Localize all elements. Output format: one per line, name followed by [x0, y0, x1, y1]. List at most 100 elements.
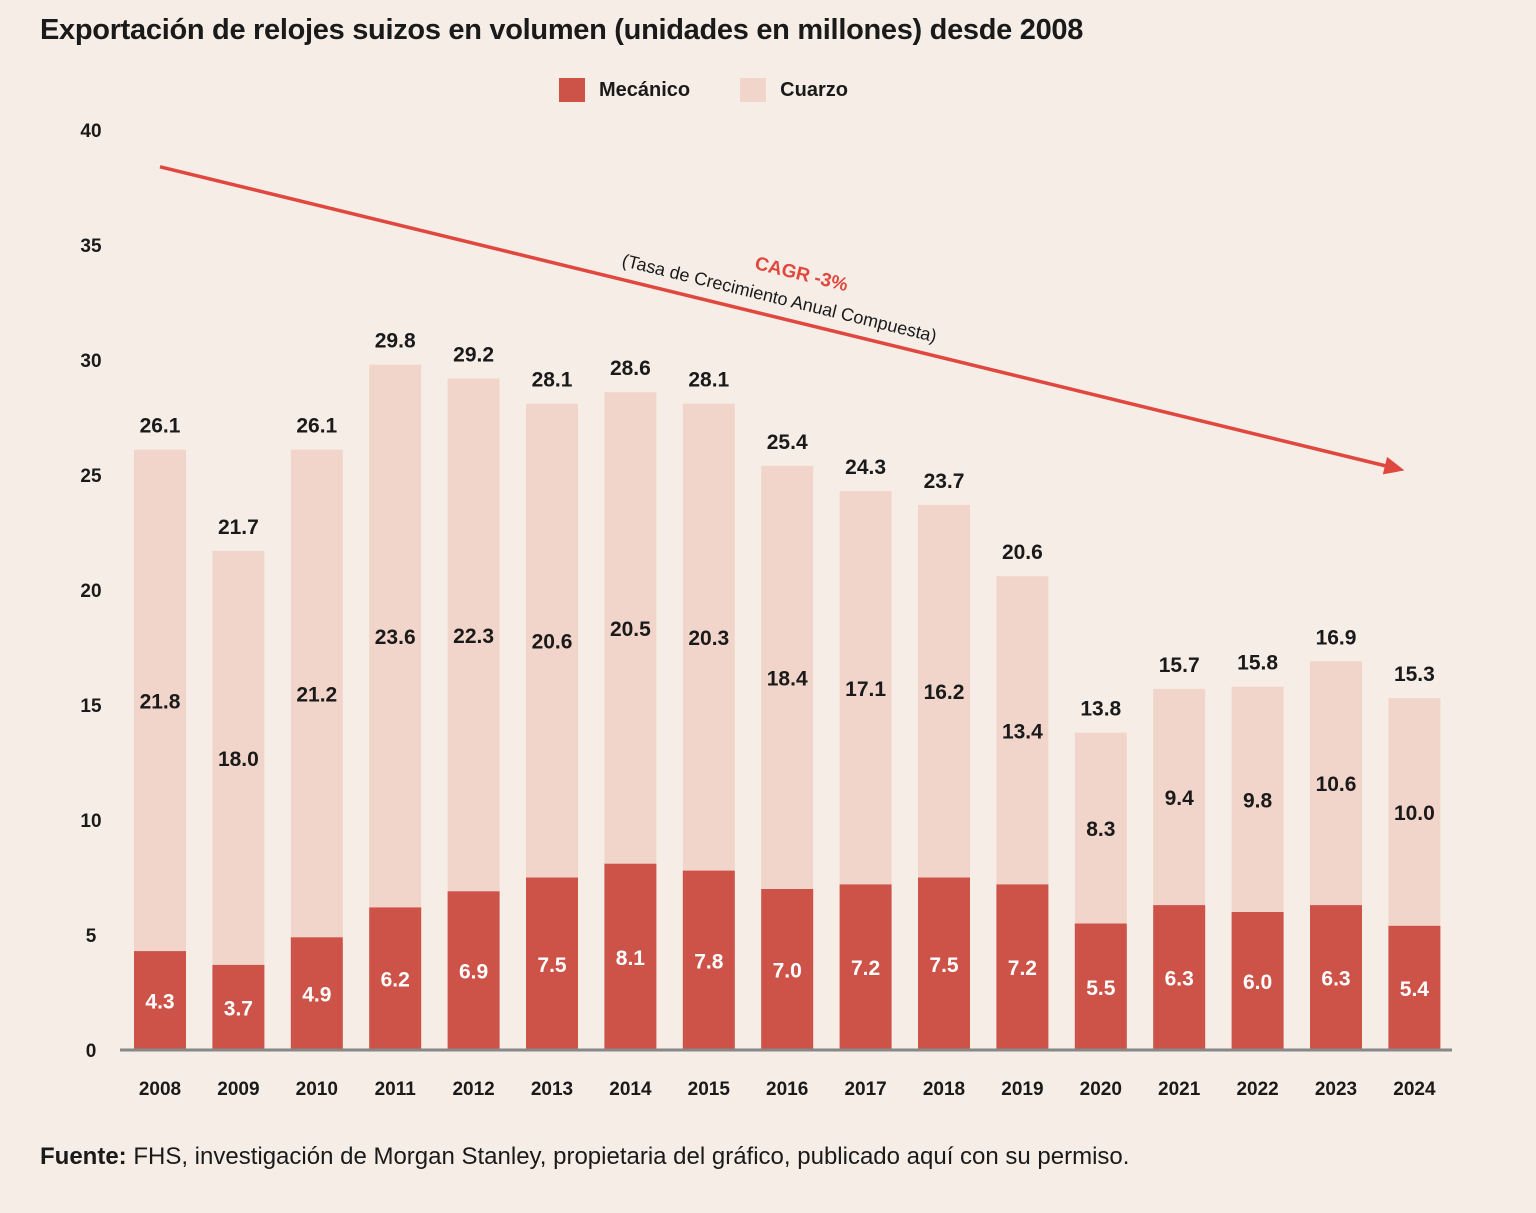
label-cuarzo: 22.3 [453, 625, 494, 648]
legend-swatch-cuarzo [740, 78, 767, 102]
trend-arrow-line [159, 165, 1395, 470]
x-tick-label: 2014 [609, 1079, 652, 1100]
trend-arrow-head [1382, 456, 1405, 475]
legend: Mecánico Cuarzo [559, 78, 898, 102]
x-tick-label: 2021 [1158, 1079, 1201, 1100]
bar-mecanico [369, 907, 422, 1050]
x-tick-label: 2016 [766, 1079, 808, 1100]
label-total: 20.6 [1002, 541, 1043, 564]
bar-cuarzo [1310, 661, 1362, 906]
label-mecanico: 6.3 [1165, 968, 1194, 991]
bar-cuarzo [604, 392, 657, 864]
bar-cuarzo [1231, 686, 1284, 912]
bar-cuarzo [761, 465, 814, 889]
label-mecanico: 5.4 [1400, 978, 1430, 1001]
label-cuarzo: 23.6 [375, 626, 416, 649]
label-mecanico: 6.9 [459, 961, 488, 984]
y-tick-label: 20 [80, 581, 101, 602]
label-mecanico: 6.2 [381, 969, 410, 992]
x-tick-label: 2015 [688, 1079, 731, 1100]
label-mecanico: 7.2 [1008, 957, 1037, 980]
label-total: 29.8 [375, 330, 416, 353]
label-mecanico: 7.5 [929, 954, 959, 977]
label-cuarzo: 20.6 [532, 631, 573, 654]
source-text: FHS, investigación de Morgan Stanley, pr… [126, 1143, 1130, 1170]
bar-mecanico [1153, 905, 1206, 1050]
label-total: 26.1 [296, 415, 337, 438]
bar-mecanico [1388, 925, 1441, 1050]
x-tick-label: 2013 [531, 1079, 573, 1100]
bar-cuarzo [1388, 698, 1441, 926]
bar-mecanico [526, 877, 578, 1050]
label-cuarzo: 18.4 [767, 667, 808, 690]
x-tick-label: 2008 [139, 1079, 181, 1100]
source-note: Fuente: FHS, investigación de Morgan Sta… [40, 1143, 1129, 1171]
x-tick-label: 2009 [217, 1079, 259, 1100]
bar-mecanico [839, 884, 892, 1050]
y-tick-label: 15 [80, 696, 102, 717]
x-tick-label: 2017 [844, 1079, 886, 1100]
bar-cuarzo [839, 491, 892, 885]
bar-mecanico [290, 937, 343, 1050]
label-cuarzo: 9.4 [1165, 787, 1195, 810]
label-mecanico: 3.7 [224, 997, 253, 1020]
label-total: 13.8 [1080, 698, 1121, 721]
legend-item-mecanico: Mecánico [559, 78, 690, 102]
label-cuarzo: 20.3 [688, 627, 729, 650]
bar-mecanico [212, 964, 265, 1050]
label-total: 16.9 [1316, 626, 1357, 649]
x-tick-label: 2020 [1080, 1079, 1122, 1100]
label-mecanico: 4.3 [145, 991, 174, 1014]
label-total: 15.8 [1237, 652, 1278, 675]
bar-cuarzo [1074, 732, 1127, 924]
label-cuarzo: 21.8 [140, 690, 181, 713]
label-mecanico: 4.9 [302, 984, 331, 1007]
y-tick-label: 40 [80, 121, 101, 142]
bar-mecanico [1074, 923, 1127, 1050]
label-total: 23.7 [924, 470, 965, 493]
label-mecanico: 7.0 [773, 960, 802, 983]
x-tick-label: 2012 [452, 1079, 494, 1100]
label-cuarzo: 21.2 [296, 684, 337, 707]
label-mecanico: 5.5 [1086, 977, 1116, 1000]
bar-cuarzo [526, 403, 578, 878]
y-tick-label: 25 [80, 466, 102, 487]
label-total: 15.3 [1394, 663, 1435, 686]
label-mecanico: 7.5 [537, 954, 567, 977]
label-cuarzo: 10.6 [1316, 773, 1357, 796]
legend-label-cuarzo: Cuarzo [780, 78, 848, 101]
bar-cuarzo [134, 449, 186, 952]
label-cuarzo: 13.4 [1002, 720, 1043, 743]
bar-cuarzo [1153, 688, 1206, 906]
label-mecanico: 7.2 [851, 957, 880, 980]
x-tick-label: 2010 [296, 1079, 338, 1100]
bar-cuarzo [918, 504, 970, 878]
bar-mecanico [1310, 905, 1362, 1050]
label-mecanico: 6.3 [1321, 968, 1350, 991]
label-total: 28.1 [688, 369, 729, 392]
bar-cuarzo [290, 449, 343, 938]
label-total: 28.6 [610, 357, 651, 380]
bar-mecanico [996, 884, 1049, 1050]
legend-item-cuarzo: Cuarzo [740, 78, 848, 102]
bar-mecanico [134, 951, 186, 1050]
bar-cuarzo [212, 550, 265, 965]
label-total: 24.3 [845, 456, 886, 479]
y-tick-label: 30 [80, 351, 101, 372]
y-tick-label: 35 [80, 236, 102, 257]
y-tick-label: 10 [80, 811, 101, 832]
bar-mecanico [1231, 912, 1284, 1050]
x-tick-label: 2022 [1236, 1079, 1278, 1100]
label-cuarzo: 10.0 [1394, 802, 1435, 825]
label-mecanico: 8.1 [616, 947, 646, 970]
label-total: 26.1 [140, 415, 181, 438]
x-tick-label: 2019 [1001, 1079, 1043, 1100]
bar-cuarzo [996, 576, 1049, 885]
label-total: 29.2 [453, 343, 494, 366]
x-tick-label: 2024 [1393, 1079, 1436, 1100]
bar-mecanico [447, 891, 500, 1050]
bar-mecanico [682, 870, 735, 1050]
label-cuarzo: 17.1 [845, 678, 886, 701]
label-cuarzo: 8.3 [1086, 818, 1115, 841]
